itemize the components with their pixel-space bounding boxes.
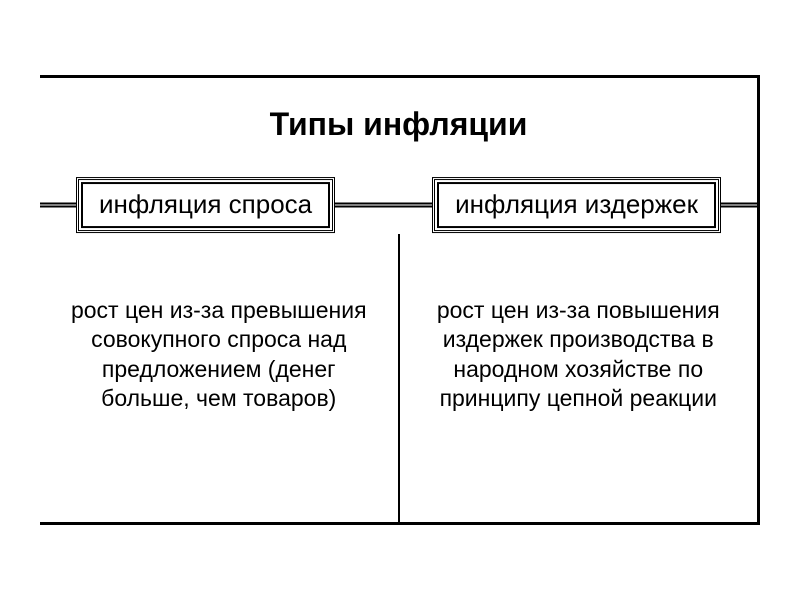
box-cost-inflation: инфляция издержек <box>432 177 721 233</box>
diagram-title: Типы инфляции <box>40 78 757 165</box>
description-demand: рост цен из-за превышения совокупного сп… <box>40 278 398 522</box>
description-cost: рост цен из-за повышения издержек произв… <box>398 278 758 522</box>
descriptions-row: рост цен из-за превышения совокупного сп… <box>40 278 757 522</box>
diagram-frame: Типы инфляции инфляция спроса инфляция и… <box>40 75 760 525</box>
boxes-row: инфляция спроса инфляция издержек <box>40 165 757 245</box>
box-demand-inflation: инфляция спроса <box>76 177 335 233</box>
